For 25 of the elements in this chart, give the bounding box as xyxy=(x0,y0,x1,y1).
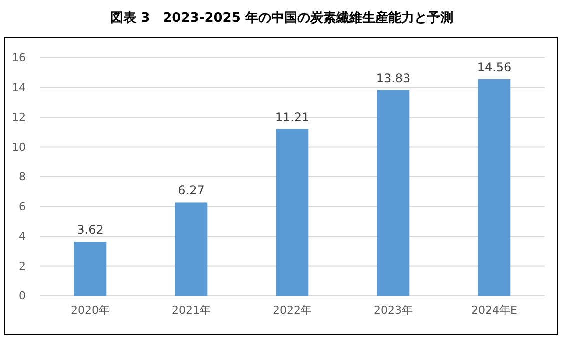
bar xyxy=(175,202,208,296)
y-tick-label: 6 xyxy=(19,200,26,214)
y-tick-label: 8 xyxy=(19,170,26,184)
x-tick-label: 2023年 xyxy=(374,304,413,317)
y-tick-label: 0 xyxy=(19,290,26,303)
x-tick-label: 2021年 xyxy=(172,304,211,317)
bar xyxy=(74,242,107,296)
bar xyxy=(276,129,309,296)
bar xyxy=(377,90,410,296)
y-tick-label: 4 xyxy=(19,230,26,244)
data-label: 13.83 xyxy=(376,71,411,86)
data-label: 6.27 xyxy=(178,184,205,198)
x-tick-label: 2020年 xyxy=(71,304,110,317)
y-tick-label: 12 xyxy=(12,111,26,124)
y-tick-label: 2 xyxy=(19,260,26,273)
y-tick-label: 16 xyxy=(12,52,26,65)
x-tick-label: 2024年E xyxy=(472,304,518,317)
data-label: 11.21 xyxy=(275,110,310,124)
bar xyxy=(478,79,511,296)
data-label: 3.62 xyxy=(77,223,104,238)
x-tick-label: 2022年 xyxy=(273,304,312,317)
data-label: 14.56 xyxy=(477,60,512,74)
y-tick-label: 14 xyxy=(12,81,26,94)
chart-title: 図表 3 2023-2025 年の中国の炭素繊維生産能力と予測 xyxy=(110,10,454,26)
y-tick-label: 10 xyxy=(12,140,26,154)
